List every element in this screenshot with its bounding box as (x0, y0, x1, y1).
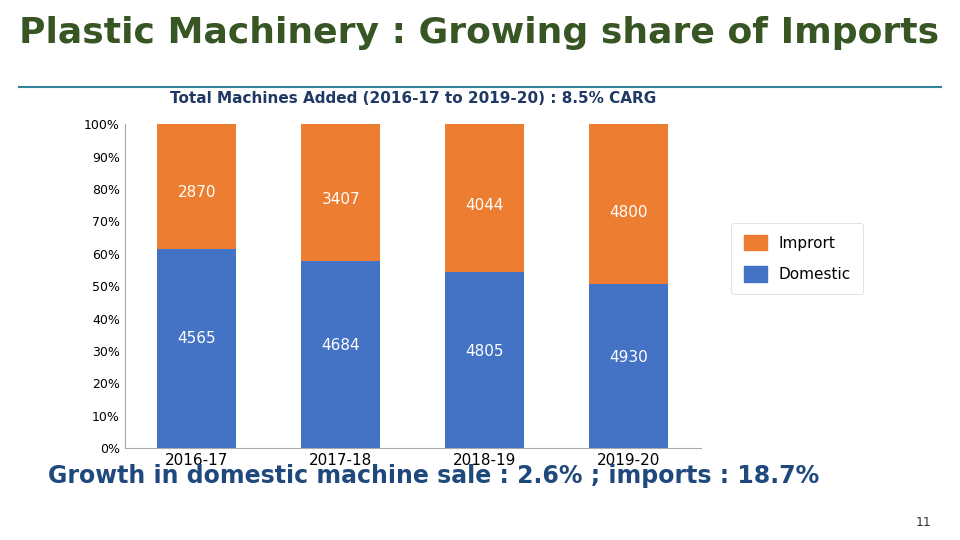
Text: Growth in domestic machine sale : 2.6% ; imports : 18.7%: Growth in domestic machine sale : 2.6% ;… (48, 464, 819, 488)
Bar (589, 284, 668, 448)
Text: 4044: 4044 (466, 198, 504, 213)
Text: Plastic Machinery : Growing share of Imports: Plastic Machinery : Growing share of Imp… (19, 16, 939, 50)
Legend: Imprort, Domestic: Imprort, Domestic (732, 222, 863, 294)
Text: 11: 11 (916, 516, 931, 529)
Bar (157, 124, 236, 249)
Text: 3407: 3407 (322, 192, 360, 207)
Bar (445, 124, 524, 272)
Bar (301, 124, 380, 261)
Text: 2870: 2870 (178, 185, 216, 200)
Text: 4800: 4800 (610, 205, 648, 220)
Bar (589, 124, 668, 284)
Bar (301, 261, 380, 448)
Text: Total Machines Added (2016-17 to 2019-20) : 8.5% CARG: Total Machines Added (2016-17 to 2019-20… (170, 91, 656, 106)
Bar (445, 272, 524, 448)
Bar (157, 249, 236, 448)
Text: 4565: 4565 (178, 331, 216, 346)
Text: 4684: 4684 (322, 338, 360, 353)
Text: 4805: 4805 (466, 344, 504, 359)
Text: 4930: 4930 (610, 350, 648, 366)
